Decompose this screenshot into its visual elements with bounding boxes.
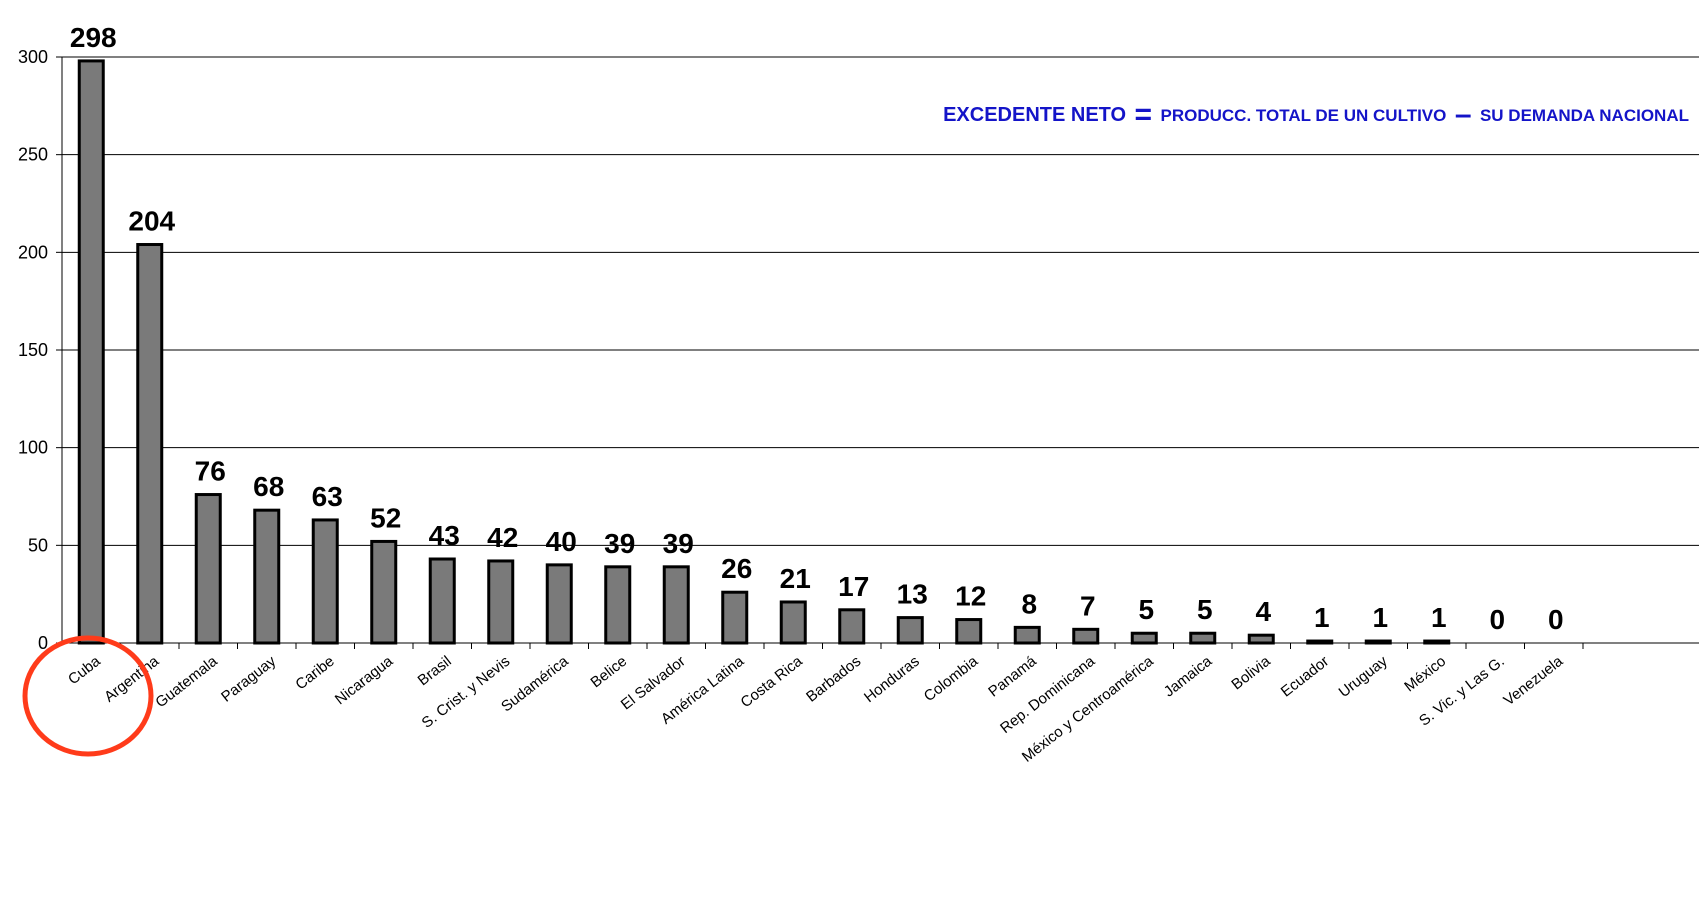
data-label: 39 (663, 528, 694, 559)
data-label: 63 (312, 481, 343, 512)
bar (955, 618, 983, 645)
x-tick-label: Costa Rica (737, 652, 806, 711)
bar (311, 518, 339, 645)
bar (253, 508, 281, 645)
data-label: 21 (780, 563, 811, 594)
x-tick-label: Venezuela (1501, 652, 1567, 709)
data-label: 42 (487, 522, 518, 553)
bar (662, 565, 690, 645)
bar (1247, 633, 1275, 645)
x-tick-label: Barbados (803, 653, 864, 706)
data-label: 0 (1548, 604, 1564, 635)
x-tick-label: Ecuador (1278, 653, 1332, 701)
bar (779, 600, 807, 645)
data-label: 76 (195, 456, 226, 487)
x-tick-label: Brasil (415, 653, 455, 689)
highlight-circle (22, 635, 154, 757)
y-tick-label: 150 (18, 340, 48, 360)
gridlines (62, 56, 1699, 546)
y-tick-label: 0 (38, 633, 48, 653)
y-tick-label: 200 (18, 242, 48, 262)
x-tick-label: Bolivia (1228, 652, 1274, 693)
bar (194, 493, 222, 645)
bar (1013, 625, 1041, 645)
bar (136, 243, 164, 645)
x-tick-label: Panamá (985, 652, 1040, 700)
data-label: 26 (721, 553, 752, 584)
formula-part1: PRODUCC. TOTAL DE UN CULTIVO (1160, 106, 1447, 125)
formula-minus: – (1454, 98, 1472, 131)
y-axis: 0 50 100 150 200 250 300 (18, 47, 63, 653)
bar (896, 616, 924, 645)
x-tick-label: Caribe (292, 653, 337, 694)
data-label: 43 (429, 520, 460, 551)
x-tick-label: Guatemala (152, 652, 221, 711)
data-label: 8 (1021, 588, 1037, 619)
x-tick-label: México (1401, 653, 1449, 696)
x-tick-label: Paraguay (218, 652, 279, 705)
x-tick-label: Nicaragua (332, 652, 397, 708)
x-tick-label: Cuba (65, 652, 104, 688)
bar (545, 563, 573, 645)
bar (838, 608, 866, 645)
y-tick-label: 100 (18, 438, 48, 458)
y-tick-label: 250 (18, 145, 48, 165)
data-label: 1 (1372, 602, 1388, 633)
bar (77, 59, 105, 645)
formula-equals: = (1134, 98, 1153, 131)
formula-annotation: EXCEDENTE NETO = PRODUCC. TOTAL DE UN CU… (943, 100, 1689, 130)
data-label: 1 (1314, 602, 1330, 633)
bar (1072, 627, 1100, 645)
data-label: 17 (838, 571, 869, 602)
data-labels: 298 204 76 68 63 52 43 42 40 39 39 26 21 17 13 12 8 7 5 5 4 1… (70, 22, 1564, 635)
formula-part2: SU DEMANDA NACIONAL (1479, 106, 1689, 125)
bar (370, 539, 398, 645)
data-label: 12 (955, 581, 986, 612)
data-label: 7 (1080, 590, 1096, 621)
bar (487, 559, 515, 645)
data-label: 40 (546, 526, 577, 557)
bar (1130, 631, 1158, 645)
data-label: 39 (604, 528, 635, 559)
formula-term: EXCEDENTE NETO (943, 104, 1127, 126)
bar (721, 590, 749, 645)
x-tick-label: Jamaica (1161, 652, 1216, 700)
data-label: 204 (128, 206, 175, 237)
x-tick-label: Honduras (861, 653, 923, 706)
bar (604, 565, 632, 645)
y-tick-label: 300 (18, 47, 48, 67)
bar (1189, 631, 1217, 645)
data-label: 52 (370, 502, 401, 533)
data-label: 68 (253, 471, 284, 502)
data-label: 298 (70, 22, 117, 53)
data-label: 4 (1255, 596, 1271, 627)
x-tick-label: Uruguay (1336, 652, 1392, 701)
data-label: 0 (1489, 604, 1505, 635)
data-label: 5 (1197, 594, 1213, 625)
y-tick-label: 50 (28, 535, 48, 555)
data-label: 13 (897, 579, 928, 610)
data-label: 5 (1138, 594, 1154, 625)
x-tick-label: Colombia (921, 652, 982, 705)
bar (428, 557, 456, 645)
bars (77, 59, 1451, 645)
data-label: 1 (1431, 602, 1447, 633)
x-tick-label: Belice (588, 653, 631, 692)
